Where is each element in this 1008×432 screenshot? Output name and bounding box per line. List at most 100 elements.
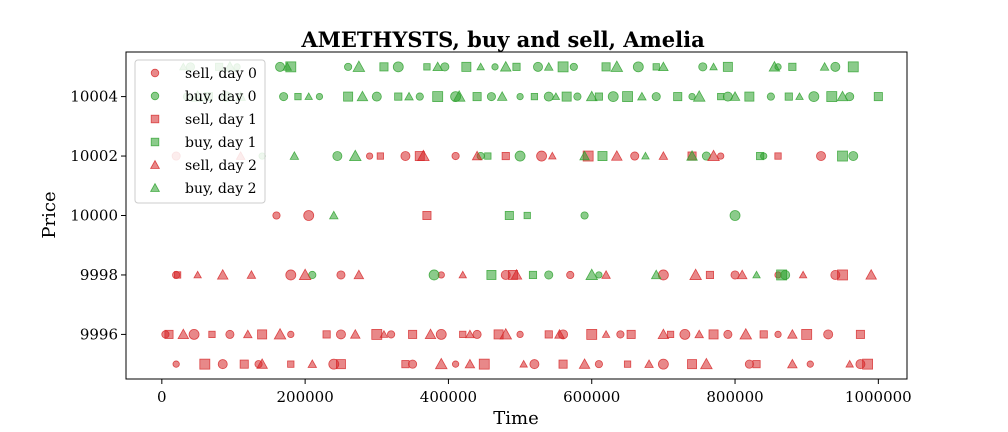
legend-box <box>134 59 266 204</box>
data-point <box>601 62 611 72</box>
data-point <box>400 151 411 161</box>
data-point <box>554 328 565 339</box>
data-point <box>626 329 636 339</box>
data-point <box>657 358 669 370</box>
data-point <box>465 329 475 339</box>
data-point <box>687 359 697 370</box>
data-point <box>580 211 589 220</box>
data-point <box>287 360 295 368</box>
data-point <box>435 329 447 340</box>
x-tick-label: 0 <box>157 388 167 406</box>
data-point <box>273 327 287 340</box>
data-point <box>650 269 662 280</box>
data-point <box>491 63 499 71</box>
data-point <box>510 268 523 280</box>
data-point <box>573 92 582 101</box>
data-point <box>717 152 725 160</box>
data-point <box>246 269 257 279</box>
x-tick-label: 800000 <box>706 388 763 406</box>
data-point <box>193 270 203 279</box>
data-point <box>536 150 547 162</box>
y-tick-label: 10000 <box>70 207 118 225</box>
data-point <box>585 268 599 280</box>
data-point <box>523 211 531 220</box>
data-point <box>164 329 174 339</box>
data-point <box>837 269 848 281</box>
data-point <box>348 149 362 162</box>
series-buy-day-1 <box>203 61 883 281</box>
data-point <box>569 62 578 71</box>
data-point <box>630 151 640 161</box>
data-point <box>855 329 865 339</box>
data-point <box>689 268 703 280</box>
data-point <box>768 60 781 72</box>
data-point <box>873 92 883 102</box>
data-point <box>699 357 713 370</box>
data-point <box>239 359 249 369</box>
data-point <box>766 92 775 101</box>
data-point <box>476 62 486 71</box>
data-point <box>486 92 496 102</box>
data-point <box>836 90 849 102</box>
data-point <box>816 151 826 161</box>
data-point <box>616 330 625 339</box>
data-point <box>516 92 524 101</box>
data-point <box>739 327 753 340</box>
data-point <box>722 61 733 72</box>
x-tick-label: 600000 <box>563 388 620 406</box>
data-point <box>830 61 841 72</box>
legend-label: sell, day 1 <box>185 112 257 128</box>
data-point <box>199 358 211 370</box>
data-point <box>387 330 396 339</box>
data-point <box>451 151 460 161</box>
data-point <box>786 328 798 339</box>
data-point <box>328 210 339 220</box>
data-point <box>461 61 472 72</box>
data-point <box>673 92 683 102</box>
data-point <box>256 358 269 369</box>
data-point <box>188 329 200 340</box>
data-point <box>544 270 554 280</box>
data-point <box>349 328 361 339</box>
data-point <box>366 152 374 160</box>
plot-area <box>125 51 908 380</box>
chart-title: AMETHYSTS, buy and sell, Amelia <box>300 27 705 52</box>
data-point <box>519 359 529 368</box>
y-tick-label: 9998 <box>80 266 118 284</box>
data-point <box>776 269 788 281</box>
data-point <box>415 92 424 101</box>
data-point <box>504 210 514 220</box>
y-tick-label: 10004 <box>70 88 118 106</box>
data-point <box>478 358 490 370</box>
data-point <box>795 92 804 100</box>
legend: sell, day 0 buy, day 0 sell, day 1 buy, day… <box>134 59 266 204</box>
data-point <box>344 62 353 71</box>
series-sell-day-2 <box>177 149 878 370</box>
data-point <box>257 329 268 340</box>
data-point <box>543 91 554 102</box>
data-point <box>484 152 492 160</box>
data-point <box>423 63 431 71</box>
data-point <box>561 91 572 102</box>
legend-marker <box>149 182 161 192</box>
data-point <box>658 151 669 160</box>
data-point <box>705 270 715 280</box>
data-point <box>774 152 782 160</box>
data-point <box>394 92 403 101</box>
data-point <box>644 359 654 368</box>
data-point <box>285 269 297 281</box>
data-point <box>217 359 228 370</box>
legend-label: sell, day 2 <box>185 158 257 174</box>
data-point <box>404 91 414 101</box>
data-point <box>558 359 568 369</box>
data-point <box>601 329 611 338</box>
data-point <box>784 92 793 101</box>
data-point <box>808 91 820 102</box>
data-point <box>641 151 650 160</box>
data-point <box>282 61 293 71</box>
data-point <box>686 149 698 161</box>
data-point <box>530 92 539 101</box>
data-point <box>216 268 229 280</box>
data-point <box>594 360 603 369</box>
data-point <box>472 329 482 339</box>
